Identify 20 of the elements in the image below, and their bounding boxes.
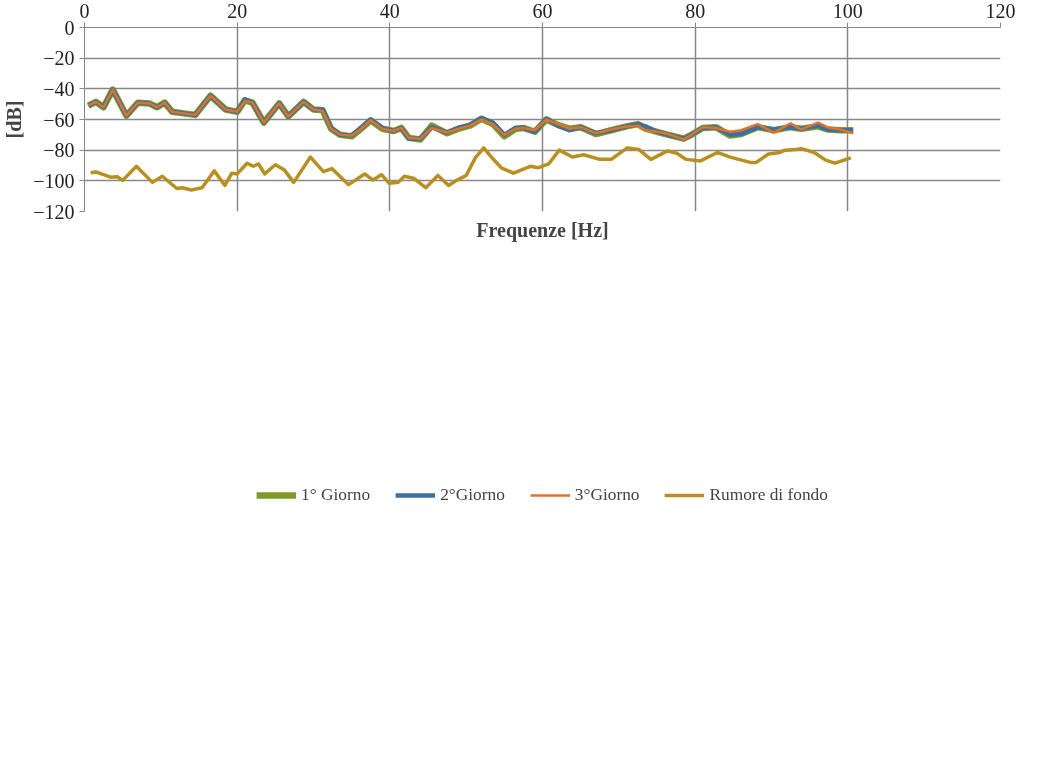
y-tick-label: 0 xyxy=(64,16,75,39)
y-axis-title: [dB] xyxy=(3,100,26,139)
y-tick-label: −100 xyxy=(33,169,75,192)
x-axis-title: Frequenze [Hz] xyxy=(476,218,609,242)
y-tick-label: −40 xyxy=(43,77,75,100)
x-tick-label: 40 xyxy=(379,0,400,22)
legend-label: 3°Giorno xyxy=(574,485,640,505)
x-tick-label: 60 xyxy=(532,0,553,22)
y-tick-label: −20 xyxy=(43,47,75,70)
y-tick-label: −80 xyxy=(43,139,75,162)
legend-label: Rumore di fondo xyxy=(709,485,828,505)
x-tick-label: 80 xyxy=(685,0,706,22)
y-tick-label: −60 xyxy=(43,108,75,131)
x-tick-label: 0 xyxy=(79,0,90,22)
x-tick-label: 100 xyxy=(832,0,863,22)
x-tick-label: 20 xyxy=(227,0,248,22)
legend-label: 1° Giorno xyxy=(301,485,371,505)
y-tick-label: −120 xyxy=(33,200,75,223)
x-tick-label: 120 xyxy=(985,0,1016,22)
legend-label: 2°Giorno xyxy=(440,485,505,505)
